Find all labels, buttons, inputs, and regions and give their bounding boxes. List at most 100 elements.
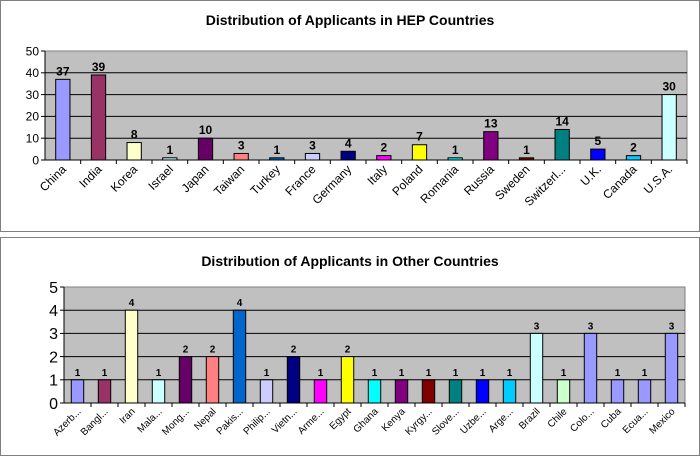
bar — [376, 155, 392, 161]
hep-chart-panel: Distribution of Applicants in HEP Countr… — [0, 0, 700, 232]
y-tick-label: 0 — [49, 396, 58, 413]
bar — [304, 152, 321, 161]
x-tick-label: India — [76, 162, 105, 191]
bar — [259, 379, 274, 404]
bar — [590, 148, 606, 161]
hep-chart-title: Distribution of Applicants in HEP Countr… — [205, 12, 495, 28]
bar — [556, 379, 571, 404]
bar — [340, 150, 356, 161]
data-label: 2 — [210, 345, 216, 356]
bar — [90, 74, 107, 161]
bar — [340, 356, 355, 404]
data-label: 2 — [345, 345, 351, 356]
x-tick-label: Pakis... — [215, 406, 246, 437]
other-chart-panel: Distribution of Applicants in Other Coun… — [0, 237, 700, 456]
x-tick-label: Colo... — [568, 406, 596, 434]
data-label: 1 — [75, 368, 81, 379]
y-tick-label: 3 — [49, 326, 58, 343]
data-label: 37 — [56, 64, 70, 78]
data-label: 1 — [156, 368, 162, 379]
data-label: 4 — [129, 298, 135, 309]
y-tick-label: 2 — [49, 349, 58, 366]
x-tick-label: Arge... — [487, 406, 516, 435]
x-tick-label: Israel — [145, 162, 176, 193]
y-tick-label: 0 — [32, 153, 39, 167]
bar — [554, 128, 570, 161]
data-label: 1 — [166, 143, 173, 157]
data-label: 1 — [372, 368, 378, 379]
bar — [610, 379, 625, 404]
bar — [447, 157, 463, 161]
data-label: 4 — [237, 298, 243, 309]
bar — [661, 94, 677, 161]
y-tick-label: 50 — [26, 44, 40, 58]
bar — [126, 142, 142, 161]
y-tick-label: 5 — [49, 280, 58, 297]
bar — [502, 379, 517, 404]
other-chart-title: Distribution of Applicants in Other Coun… — [201, 253, 499, 269]
x-tick-label: Brazil — [517, 406, 542, 431]
data-label: 1 — [102, 368, 108, 379]
x-tick-label: Philip... — [242, 406, 273, 437]
data-label: 30 — [662, 80, 676, 94]
x-tick-label: Romania — [417, 162, 461, 206]
y-tick-label: 30 — [26, 88, 40, 102]
bar — [448, 379, 463, 404]
x-tick-label: Arme... — [296, 406, 327, 437]
x-tick-label: China — [37, 162, 69, 194]
bar — [664, 332, 679, 404]
bar — [197, 137, 214, 161]
x-tick-label: Taiwan — [211, 162, 247, 198]
bar — [55, 78, 71, 161]
plot-area — [44, 50, 688, 161]
x-tick-label: U.K. — [578, 162, 604, 188]
bar — [313, 379, 328, 404]
x-tick-label: Ecua... — [621, 406, 651, 436]
data-label: 7 — [416, 130, 423, 144]
bar — [97, 379, 112, 404]
bar — [286, 356, 301, 404]
data-label: 3 — [534, 321, 540, 332]
data-label: 2 — [630, 141, 637, 155]
data-label: 1 — [264, 368, 270, 379]
bar — [162, 157, 178, 161]
bar — [205, 356, 220, 404]
data-label: 14 — [555, 114, 569, 128]
bar — [70, 379, 85, 404]
x-tick-label: Vietn... — [270, 406, 300, 436]
data-label: 1 — [523, 143, 530, 157]
bar — [124, 309, 139, 404]
data-label: 1 — [615, 368, 621, 379]
x-tick-label: Ghana — [352, 406, 381, 435]
bar — [151, 379, 166, 404]
bar — [475, 379, 490, 404]
x-tick-label: U.S.A. — [641, 162, 675, 196]
data-label: 8 — [131, 128, 138, 142]
other-chart-svg: 0123451Azerb...1Bangl...4Iran1Mala...2Mo… — [49, 280, 686, 438]
data-label: 3 — [309, 138, 316, 152]
y-tick-label: 20 — [26, 110, 40, 124]
bar — [625, 155, 642, 161]
bar — [518, 157, 535, 161]
x-tick-label: Bangl... — [79, 406, 111, 438]
data-label: 3 — [588, 321, 594, 332]
bar — [233, 152, 249, 161]
data-label: 1 — [452, 143, 459, 157]
x-tick-label: Italy — [364, 162, 389, 187]
bar — [178, 356, 193, 404]
hep-chart-svg: 0102030405037China39India8Korea1Israel10… — [26, 44, 688, 209]
bar — [232, 309, 247, 404]
bar — [583, 332, 598, 404]
x-tick-label: Cuba — [599, 406, 624, 431]
data-label: 1 — [426, 368, 432, 379]
x-tick-label: Mexico — [647, 406, 677, 436]
data-label: 2 — [291, 345, 297, 356]
data-label: 39 — [92, 60, 106, 74]
data-label: 1 — [507, 368, 513, 379]
y-tick-label: 4 — [49, 303, 58, 320]
x-tick-label: Korea — [108, 162, 141, 195]
x-tick-label: Mong... — [160, 406, 191, 437]
data-label: 13 — [484, 117, 498, 131]
data-label: 4 — [345, 136, 352, 150]
x-tick-label: Chile — [546, 406, 570, 430]
